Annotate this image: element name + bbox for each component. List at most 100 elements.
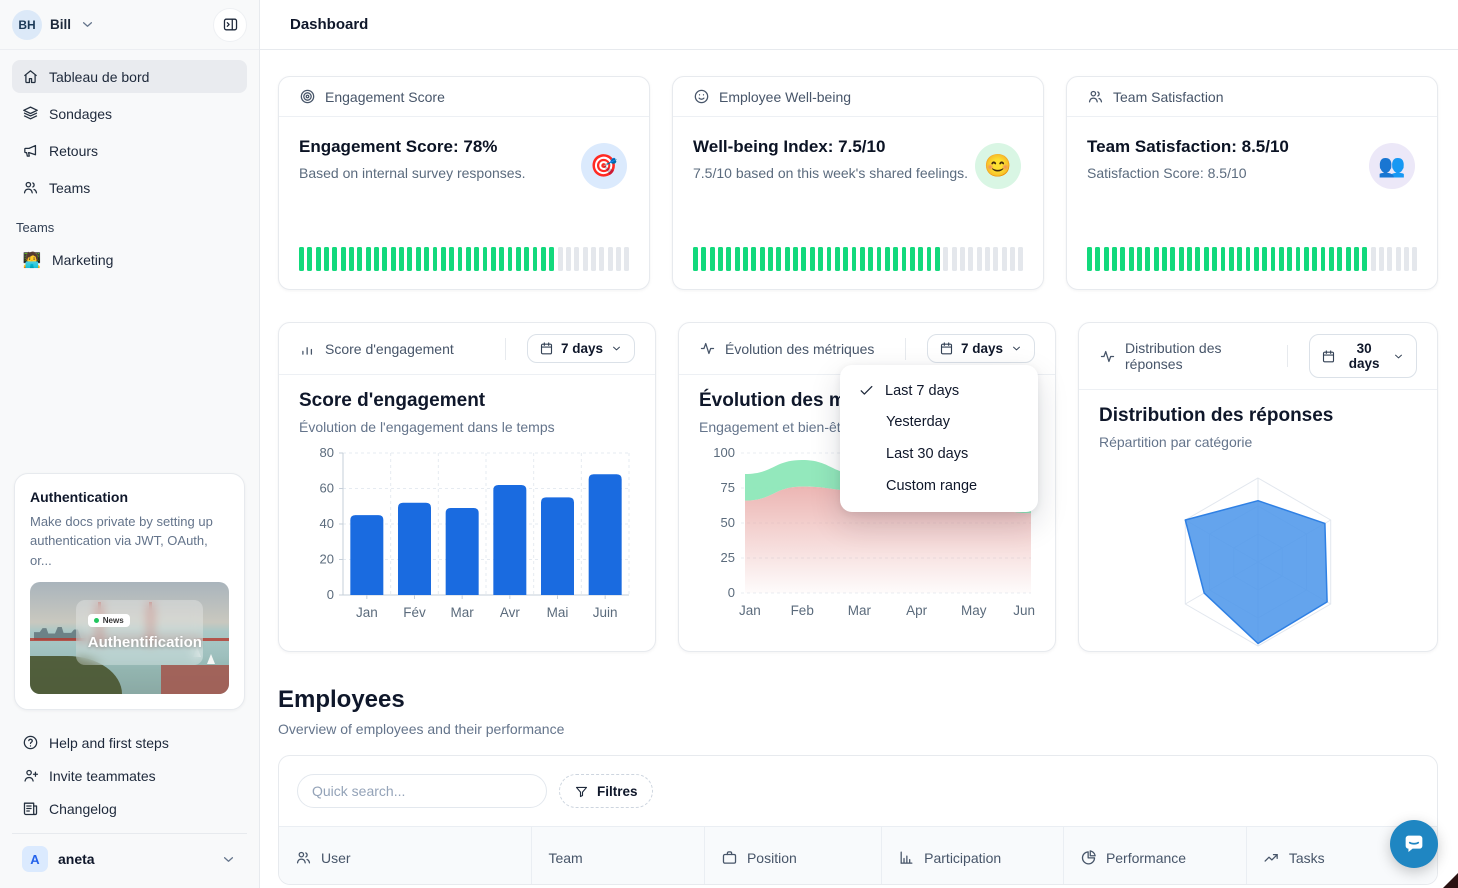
chevron-down-icon xyxy=(610,342,623,355)
wellbeing-index-value: Well-being Index: 7.5/10 xyxy=(693,137,886,156)
sidebar-item-feedback[interactable]: Retours xyxy=(12,134,247,167)
layers-icon xyxy=(22,105,39,122)
smile-emoji: 😊 xyxy=(975,143,1021,189)
sidebar-item-invite[interactable]: Invite teammates xyxy=(12,759,247,792)
svg-text:Jan: Jan xyxy=(356,605,378,620)
news-badge: News xyxy=(87,613,130,627)
sidebar-item-help[interactable]: Help and first steps xyxy=(12,726,247,759)
chevron-down-icon xyxy=(1392,350,1405,363)
calendar-icon xyxy=(539,341,554,356)
sidebar: BH Bill Tableau de bord Sondages Retours… xyxy=(0,0,260,888)
employees-table-header: User Team Position Participation xyxy=(279,826,1437,884)
chevron-down-icon xyxy=(220,851,237,868)
column-header-participation[interactable]: Participation xyxy=(881,827,1063,884)
date-range-button[interactable]: 30 days xyxy=(1309,334,1417,378)
workspace-switcher[interactable]: A aneta xyxy=(12,833,247,878)
card-header-label: Engagement Score xyxy=(325,88,445,105)
svg-text:Apr: Apr xyxy=(906,603,928,618)
engagement-score-caption: Based on internal survey responses. xyxy=(299,165,526,181)
chat-bubble-icon xyxy=(1405,835,1423,852)
sidebar-item-dashboard[interactable]: Tableau de bord xyxy=(12,60,247,93)
date-range-button[interactable]: 7 days xyxy=(926,334,1035,363)
search-input[interactable] xyxy=(297,774,547,808)
briefcase-icon xyxy=(721,849,738,866)
smile-icon xyxy=(693,88,710,105)
footer-item-label: Help and first steps xyxy=(49,734,169,751)
busts-emoji: 👥 xyxy=(1369,143,1415,189)
column-header-team[interactable]: Team xyxy=(531,827,704,884)
engagement-bar-chart: 0 20 40 60 80 Jan Fév Mar Avr Mai Juin xyxy=(299,443,635,655)
date-range-button[interactable]: 7 days xyxy=(526,334,635,363)
activity-icon xyxy=(1099,348,1116,365)
home-icon xyxy=(22,68,39,85)
chevron-down-icon xyxy=(1010,342,1023,355)
filters-button[interactable]: Filtres xyxy=(559,774,653,808)
main-area: Dashboard Engagement Score Engagement Sc… xyxy=(260,0,1458,888)
card-engagement-chart: Score d'engagement 7 days Score d'engage… xyxy=(278,322,656,652)
promo-image: News Authentification xyxy=(30,582,229,694)
user-menu-chevron-icon[interactable] xyxy=(79,16,96,33)
dashboard-content: Engagement Score Engagement Score: 78% B… xyxy=(260,50,1458,888)
svg-text:50: 50 xyxy=(721,515,735,530)
newspaper-icon xyxy=(22,800,39,817)
calendar-icon xyxy=(939,341,954,356)
svg-text:40: 40 xyxy=(320,516,334,531)
column-header-position[interactable]: Position xyxy=(703,827,881,884)
building-art xyxy=(161,664,229,694)
check-icon xyxy=(858,382,875,399)
users-icon xyxy=(1087,88,1104,105)
satisfaction-value: Team Satisfaction: 8.5/10 xyxy=(1087,137,1289,156)
card-header-label: Team Satisfaction xyxy=(1113,88,1224,105)
promo-title: Authentication xyxy=(30,488,128,505)
employees-section: Employees Overview of employees and thei… xyxy=(278,686,1438,885)
column-header-tasks[interactable]: Tasks xyxy=(1245,827,1437,884)
chat-launcher-button[interactable] xyxy=(1390,820,1438,868)
bar-chart-icon xyxy=(299,340,316,357)
user-name[interactable]: Bill xyxy=(50,17,72,32)
engagement-progress-bar xyxy=(299,247,630,271)
teams-list: 🧑‍💻 Marketing xyxy=(0,241,259,277)
svg-text:Mai: Mai xyxy=(547,605,569,620)
svg-text:25: 25 xyxy=(721,550,735,565)
sidebar-item-team-marketing[interactable]: 🧑‍💻 Marketing xyxy=(12,243,247,277)
mouse-cursor-artifact xyxy=(1442,872,1458,888)
filter-funnel-icon xyxy=(574,784,589,799)
menu-item-custom-range[interactable]: Custom range xyxy=(886,478,978,494)
sidebar-item-changelog[interactable]: Changelog xyxy=(12,792,247,825)
team-item-label: Marketing xyxy=(52,252,114,268)
menu-item-last-7-days[interactable]: Last 7 days xyxy=(848,375,1030,406)
column-header-performance[interactable]: Performance xyxy=(1062,827,1246,884)
wellbeing-index-caption: 7.5/10 based on this week's shared feeli… xyxy=(693,165,969,181)
satisfaction-caption: Satisfaction Score: 8.5/10 xyxy=(1087,165,1247,181)
users-icon xyxy=(22,179,39,196)
bar-chart-icon xyxy=(898,849,915,866)
green-dot-icon xyxy=(93,617,99,623)
users-icon xyxy=(295,849,312,866)
svg-text:Mar: Mar xyxy=(848,603,872,618)
menu-item-last-30-days[interactable]: Last 30 days xyxy=(886,446,969,462)
footer-item-label: Invite teammates xyxy=(49,767,156,784)
svg-text:Fév: Fév xyxy=(403,605,426,620)
help-circle-icon xyxy=(22,734,39,751)
panel-collapse-icon xyxy=(222,16,239,33)
card-header-label: Distribution des réponses xyxy=(1125,340,1222,372)
distribution-radar-chart xyxy=(1099,458,1417,670)
promo-card-authentication[interactable]: Authentication Make docs private by sett… xyxy=(14,472,245,710)
satisfaction-progress-bar xyxy=(1087,247,1418,271)
engagement-score-value: Engagement Score: 78% xyxy=(299,137,498,156)
svg-text:60: 60 xyxy=(320,481,334,496)
svg-text:20: 20 xyxy=(320,552,334,567)
sidebar-collapse-button[interactable] xyxy=(213,7,247,42)
page-title: Dashboard xyxy=(290,16,369,33)
user-avatar[interactable]: BH xyxy=(12,9,42,40)
menu-item-yesterday[interactable]: Yesterday xyxy=(886,414,950,430)
card-engagement-score: Engagement Score Engagement Score: 78% B… xyxy=(278,76,650,290)
sidebar-item-label: Teams xyxy=(49,179,91,196)
sidebar-item-label: Tableau de bord xyxy=(49,68,150,85)
sidebar-item-teams[interactable]: Teams xyxy=(12,171,247,204)
workspace-name: aneta xyxy=(58,851,95,867)
employees-toolbar: Filtres xyxy=(279,756,1437,826)
card-header-label: Score d'engagement xyxy=(325,340,454,357)
column-header-user[interactable]: User xyxy=(279,827,531,884)
sidebar-item-surveys[interactable]: Sondages xyxy=(12,97,247,130)
